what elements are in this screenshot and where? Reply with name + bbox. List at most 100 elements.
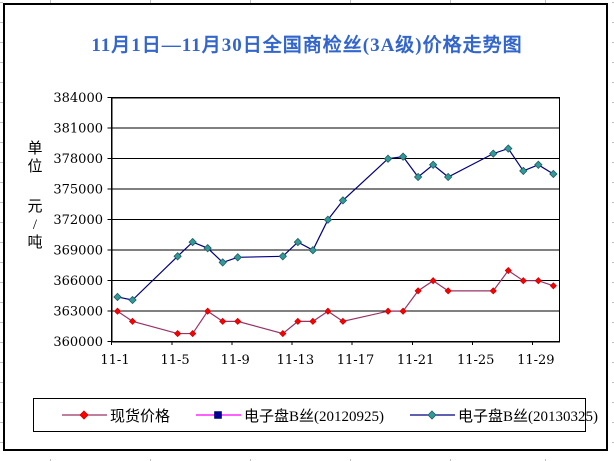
chart-title: 11月1日—11月30日全国商检丝(3A级)价格走势图 <box>91 35 523 56</box>
spreadsheet-gridline-stub <box>611 342 614 343</box>
spreadsheet-gridline-stub <box>0 402 3 403</box>
x-axis-tick-label: 11-1 <box>100 353 129 368</box>
spreadsheet-gridline-stub <box>611 442 614 443</box>
spreadsheet-gridline-stub <box>611 262 614 263</box>
y-axis-unit-label: 单位元 / 吨 <box>25 140 45 252</box>
data-point-marker <box>233 253 242 262</box>
spreadsheet-gridline-stub <box>611 282 614 283</box>
spreadsheet-gridline-stub <box>0 202 3 203</box>
data-point-marker <box>504 144 513 153</box>
data-point-marker <box>443 172 453 182</box>
spreadsheet-gridline-stub <box>611 42 614 43</box>
data-point-marker <box>174 330 182 338</box>
data-point-marker <box>519 277 527 285</box>
spreadsheet-gridline-stub <box>545 0 546 3</box>
series-spot-price <box>113 266 557 338</box>
spreadsheet-gridline-stub <box>611 162 614 163</box>
spreadsheet-gridline-stub <box>50 0 51 3</box>
spreadsheet-gridline-stub <box>611 2 614 3</box>
data-point-marker <box>489 149 498 158</box>
legend-marker-shape <box>79 410 89 420</box>
spreadsheet-gridline-stub <box>0 442 3 443</box>
data-point-marker <box>339 317 347 325</box>
spreadsheet-gridline-stub <box>611 62 614 63</box>
data-point-marker <box>549 282 557 290</box>
spreadsheet-gridline-stub <box>611 242 614 243</box>
chart-object-border[interactable] <box>3 3 608 451</box>
legend-marker-contract-20120925 <box>196 411 242 419</box>
spreadsheet-gridline-stub <box>250 458 251 461</box>
legend-label-contract-20120925: 电子盘B丝(20120925) <box>244 408 385 425</box>
spreadsheet-gridline-stub <box>611 82 614 83</box>
data-point-marker <box>219 317 227 325</box>
data-point-marker <box>428 160 438 169</box>
spreadsheet-gridline-stub <box>0 322 3 323</box>
spreadsheet-gridline-stub <box>611 102 614 103</box>
data-point-marker <box>534 277 542 285</box>
data-point-marker <box>323 215 333 224</box>
data-point-marker <box>203 244 212 253</box>
data-point-marker <box>279 330 287 338</box>
spreadsheet-gridline-stub <box>0 42 3 43</box>
data-point-marker <box>128 317 137 325</box>
data-point-marker <box>234 317 242 325</box>
y-axis-unit-char: 元 <box>27 199 43 215</box>
data-point-marker <box>414 287 422 295</box>
data-point-marker <box>309 317 317 325</box>
spreadsheet-gridline-stub <box>611 382 614 383</box>
spreadsheet-gridline-stub <box>0 102 3 103</box>
spreadsheet-gridline-stub <box>611 142 614 143</box>
data-point-marker <box>549 169 558 179</box>
spreadsheet-gridline-stub <box>450 0 451 3</box>
spreadsheet-gridline-stub <box>0 162 3 163</box>
spreadsheet-gridline-stub <box>250 0 251 3</box>
data-point-marker <box>189 330 197 338</box>
x-axis-tick-label: 11-13 <box>277 353 314 368</box>
series-contract-20130325 <box>113 144 558 305</box>
data-point-marker <box>188 237 197 247</box>
data-point-marker <box>338 196 348 205</box>
data-point-marker <box>218 258 227 267</box>
y-axis-tick-label: 363000 <box>53 305 103 320</box>
data-point-marker <box>444 287 452 295</box>
y-axis-unit-char: 吨 <box>27 235 43 251</box>
data-point-marker <box>173 252 182 261</box>
x-axis-tick-label: 11-9 <box>221 353 250 368</box>
spreadsheet-gridline-stub <box>0 342 3 343</box>
data-point-marker <box>113 307 122 315</box>
legend-marker-contract-20130325 <box>410 410 456 420</box>
legend-item-spot-price: 现货价格 <box>62 405 170 426</box>
spreadsheet-gridline-stub <box>0 62 3 63</box>
data-point-marker <box>128 295 137 305</box>
gridlines <box>111 97 560 343</box>
data-point-marker <box>293 237 303 247</box>
spreadsheet-gridline-stub <box>0 82 3 83</box>
legend-marker-shape <box>427 410 437 420</box>
x-axis-tick-label: 11-21 <box>397 353 434 368</box>
data-point-marker <box>383 154 393 163</box>
spreadsheet-gridline-stub <box>0 22 3 23</box>
spreadsheet-gridline-stub <box>350 0 351 3</box>
spreadsheet-gridline-stub <box>611 202 614 203</box>
spreadsheet-gridline-stub <box>0 302 3 303</box>
data-point-marker <box>308 246 318 255</box>
data-point-marker <box>384 307 392 315</box>
legend-label-spot-price: 现货价格 <box>110 408 171 425</box>
y-axis-tick-label: 375000 <box>53 183 103 198</box>
series-line <box>117 147 554 301</box>
spreadsheet-gridline-stub <box>450 458 451 461</box>
spreadsheet-gridline-stub <box>611 362 614 363</box>
x-axis-tick-label: 11-5 <box>161 353 190 368</box>
spreadsheet-gridline-stub <box>150 458 151 461</box>
x-axis-tick-label: 11-25 <box>457 353 494 368</box>
spreadsheet-gridline-stub <box>611 302 614 303</box>
y-axis-tick-label: 381000 <box>53 122 103 137</box>
spreadsheet-gridline-stub <box>150 0 151 3</box>
data-point-marker <box>504 266 512 275</box>
spreadsheet-gridline-stub <box>611 182 614 183</box>
spreadsheet-gridline-stub <box>611 322 614 323</box>
spreadsheet-gridline-stub <box>0 362 3 363</box>
spreadsheet-gridline-stub <box>0 222 3 223</box>
spreadsheet-gridline-stub <box>611 422 614 423</box>
